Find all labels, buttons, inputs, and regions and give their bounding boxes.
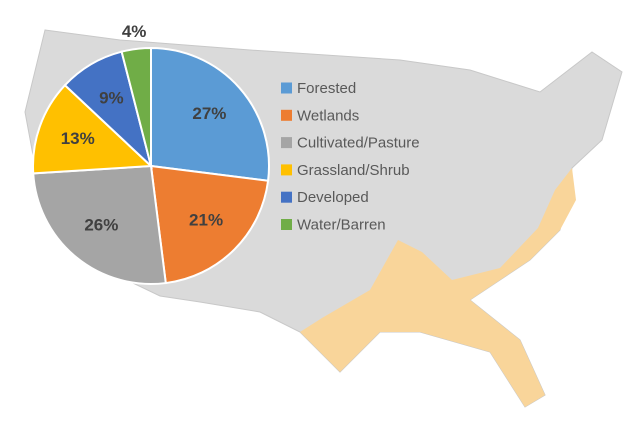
legend-label: Grassland/Shrub bbox=[297, 162, 410, 179]
legend-swatch bbox=[281, 82, 292, 94]
legend-swatch bbox=[281, 109, 292, 121]
legend-label: Water/Barren bbox=[297, 216, 386, 233]
legend-label: Forested bbox=[297, 80, 356, 97]
pie-slice bbox=[150, 46, 270, 182]
pie-slice bbox=[120, 46, 152, 167]
pie-slice bbox=[32, 164, 167, 285]
data-label: 21% bbox=[189, 211, 223, 230]
legend-label: Cultivated/Pasture bbox=[297, 135, 420, 152]
data-label: 26% bbox=[84, 215, 118, 234]
data-label: 13% bbox=[61, 129, 95, 148]
legend-swatch bbox=[281, 164, 292, 176]
legend-label: Wetlands bbox=[297, 107, 359, 124]
legend-swatch bbox=[281, 219, 292, 230]
data-label: 4% bbox=[122, 22, 147, 41]
legend-label: Developed bbox=[297, 189, 369, 206]
legend-swatch bbox=[281, 191, 292, 203]
legend: Forested Wetlands Cultivated/Pasture Grassl… bbox=[281, 80, 420, 233]
data-label: 27% bbox=[192, 104, 226, 123]
southeast-region bbox=[300, 168, 576, 407]
pie: 27% 21% 26% 13% 9% 4% bbox=[32, 22, 270, 285]
legend-swatch bbox=[281, 137, 292, 149]
data-label: 9% bbox=[99, 88, 124, 107]
pie-slice bbox=[149, 164, 270, 285]
pie-slice bbox=[32, 83, 154, 175]
